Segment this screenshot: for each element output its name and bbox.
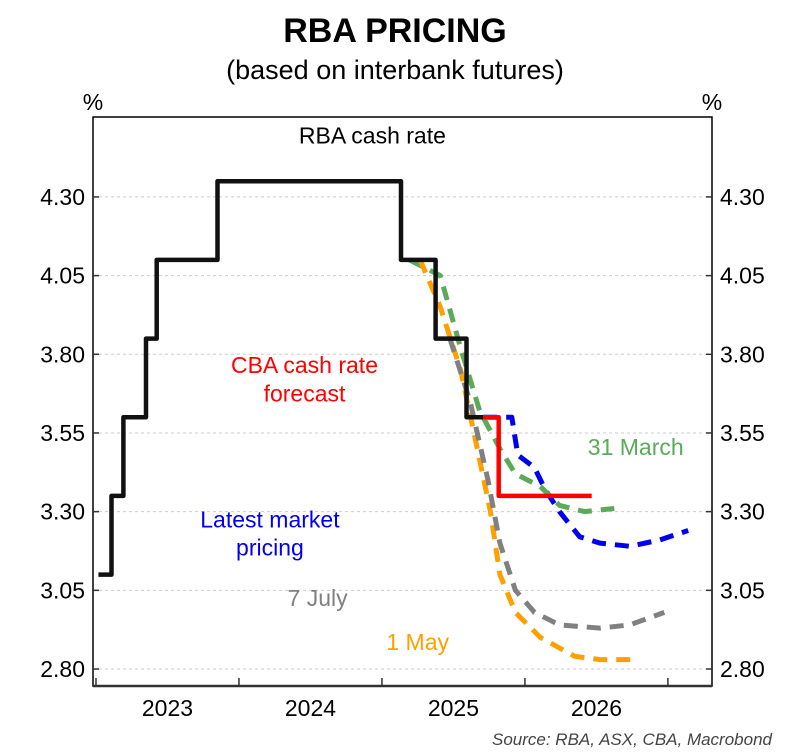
annotation-label: forecast (264, 381, 346, 407)
x-tick-label: 2024 (285, 695, 336, 721)
annotation-label: 31 March (588, 434, 684, 460)
chart-title: RBA PRICING (283, 12, 507, 50)
y-tick-label-right: 3.55 (720, 420, 765, 446)
annotation-label: pricing (236, 535, 304, 561)
y-tick-label-right: 3.80 (720, 341, 765, 367)
annotation-label: CBA cash rate (231, 352, 378, 378)
y-tick-label-right: 4.05 (720, 263, 765, 289)
series-line-cba-cash-rate-forecast (483, 414, 592, 499)
y-tick-label-left: 3.30 (40, 499, 85, 525)
y-tick-label-right: 3.30 (720, 499, 765, 525)
y-tick-label-left: 3.05 (40, 577, 85, 603)
grid-lines (93, 196, 712, 670)
y-tick-label-left: 3.55 (40, 420, 85, 446)
y-axis-unit-right: % (702, 89, 722, 115)
y-tick-label-right: 4.30 (720, 184, 765, 210)
y-tick-label-left: 2.80 (40, 656, 85, 682)
annotation-label: 7 July (288, 585, 349, 611)
annotations-group: RBA cash rate CBA cash rate forecast 31 Mar… (200, 122, 683, 655)
y-tick-label-right: 2.80 (720, 656, 765, 682)
chart-subtitle: (based on interbank futures) (226, 55, 564, 85)
x-tick-label: 2026 (571, 695, 622, 721)
y-axis-ticks: 4.30 4.30 4.05 4.05 3.80 3.80 3.55 3.55 3.30 3.30… (40, 184, 765, 682)
source-note: Source: RBA, ASX, CBA, Macrobond (492, 730, 773, 749)
annotation-label: Latest market (200, 506, 340, 532)
x-tick-label: 2023 (142, 695, 193, 721)
y-tick-label-left: 4.30 (40, 184, 85, 210)
series-group (98, 178, 689, 663)
annotation-label: 1 May (386, 629, 449, 655)
x-axis-ticks: 2023 2024 2025 2026 (95, 678, 669, 721)
y-tick-label-left: 3.80 (40, 341, 85, 367)
y-tick-label-right: 3.05 (720, 577, 765, 603)
annotation-label: RBA cash rate (299, 122, 446, 148)
series-line-latest-market-pricing (483, 414, 689, 549)
y-axis-unit-left: % (83, 89, 103, 115)
x-tick-label: 2025 (428, 695, 479, 721)
series-line-7-july (447, 337, 666, 631)
y-tick-label-left: 4.05 (40, 263, 85, 289)
series-line-31-march (408, 257, 615, 515)
series-line-rba-cash-rate (98, 178, 484, 577)
